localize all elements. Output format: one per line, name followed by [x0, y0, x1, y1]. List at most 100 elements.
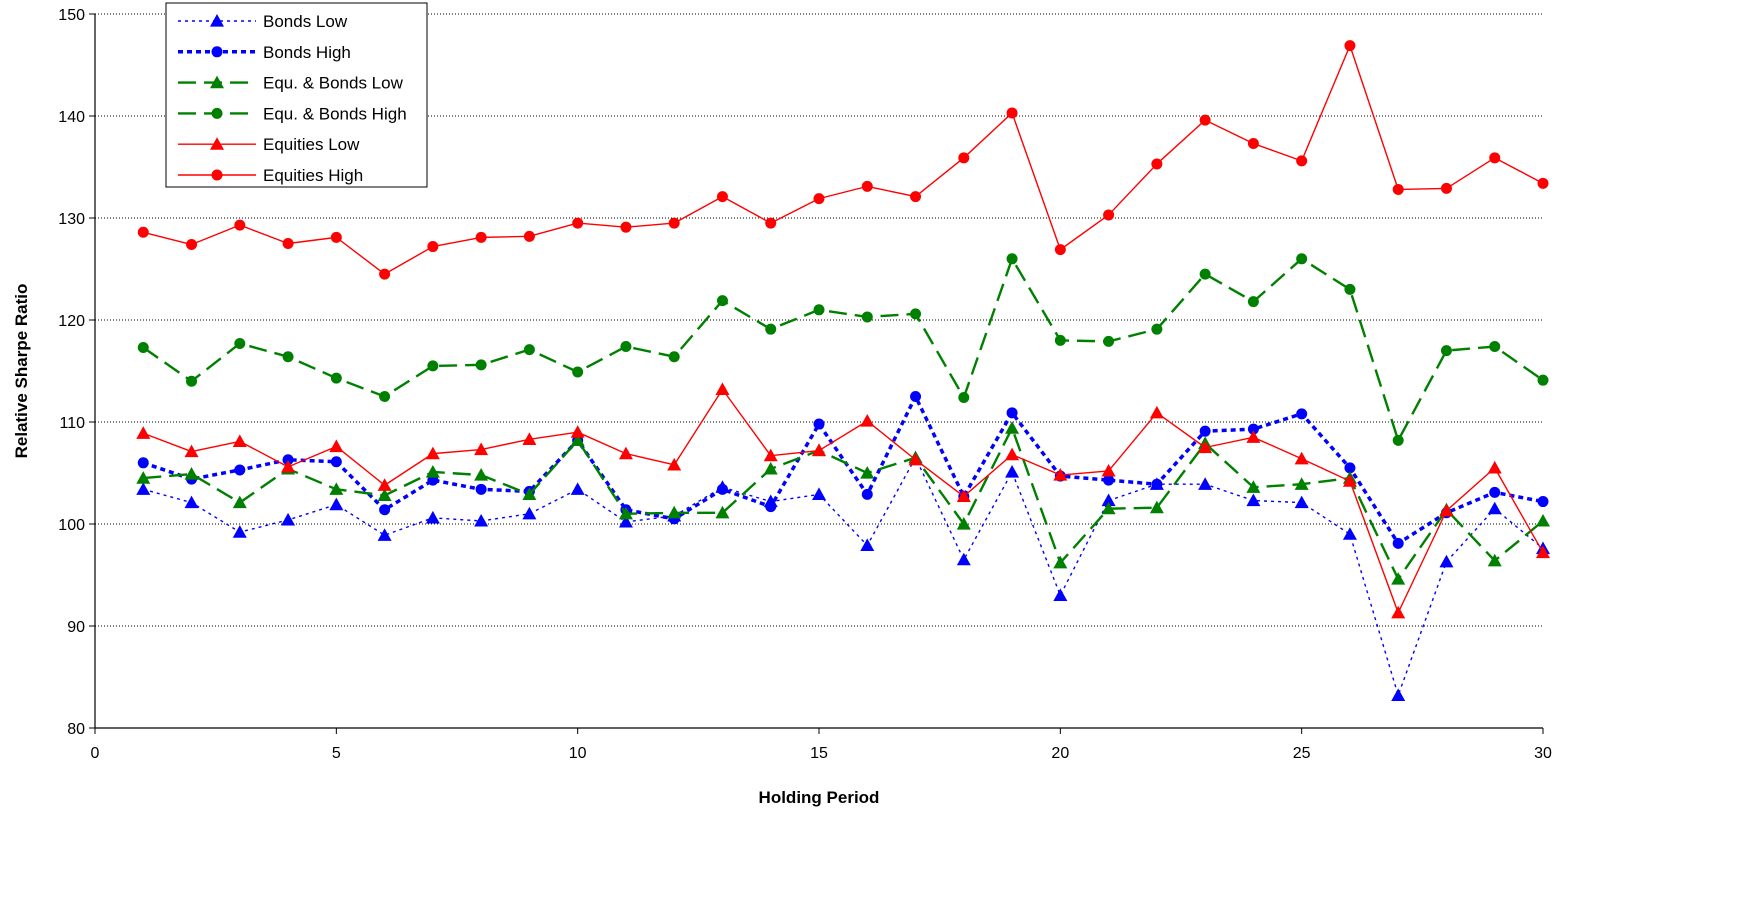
data-point [281, 512, 296, 526]
data-point [1246, 430, 1261, 443]
legend-label: Equities High [263, 166, 363, 185]
data-point [330, 456, 342, 468]
data-point [474, 442, 489, 456]
data-point [668, 217, 680, 229]
data-point [1294, 451, 1309, 465]
data-point [618, 514, 633, 528]
data-point [184, 495, 199, 509]
data-point [667, 457, 682, 471]
data-point [379, 391, 391, 402]
data-point [667, 505, 682, 519]
data-point [1487, 501, 1502, 515]
data-point [474, 513, 489, 527]
data-point [1536, 545, 1550, 559]
data-point [716, 483, 728, 495]
data-point [813, 193, 825, 205]
data-point [1005, 447, 1020, 461]
data-point [1342, 527, 1357, 540]
data-point [1489, 152, 1501, 164]
data-point [234, 337, 246, 349]
data-point [1149, 405, 1164, 419]
series-bonds-high [137, 391, 1549, 549]
data-point [668, 351, 680, 363]
data-point [860, 538, 875, 552]
data-point [765, 217, 777, 229]
data-point [1006, 107, 1018, 119]
data-point [522, 432, 537, 445]
data-point [136, 426, 151, 439]
data-point [1489, 486, 1501, 498]
data-point [136, 482, 151, 495]
data-point [186, 239, 198, 251]
data-point [956, 517, 971, 530]
data-point [910, 391, 922, 402]
series-bonds-low [136, 450, 1550, 701]
data-point [1151, 478, 1163, 490]
data-point [137, 342, 149, 354]
data-point [282, 351, 294, 363]
data-point [425, 464, 440, 478]
legend-label: Equities Low [263, 135, 360, 154]
data-point [1392, 434, 1404, 446]
gridlines [95, 13, 1543, 627]
data-point [330, 231, 342, 243]
data-point [1199, 425, 1211, 437]
data-point [1054, 244, 1066, 256]
data-point [1489, 341, 1501, 353]
data-point [618, 446, 633, 460]
data-point [1246, 493, 1261, 507]
y-tick-label: 90 [67, 619, 85, 636]
data-point [1537, 374, 1549, 386]
data-point [1053, 468, 1068, 481]
data-point [958, 152, 970, 164]
legend-marker [211, 107, 223, 119]
data-point [1342, 474, 1357, 487]
data-point [860, 466, 875, 479]
y-tick-label: 150 [58, 7, 85, 24]
legend-item: Equities Low [178, 135, 360, 154]
legend-item: Bonds High [178, 43, 351, 62]
data-point [1246, 480, 1261, 493]
data-point [1247, 423, 1259, 435]
data-point [136, 471, 151, 484]
series-equ-bonds-high [137, 253, 1549, 446]
data-point [1439, 554, 1454, 568]
legend-item: Equ. & Bonds Low [178, 74, 404, 93]
data-point [572, 217, 584, 229]
x-tick-label: 0 [91, 745, 100, 762]
data-point [329, 439, 344, 453]
data-point [1344, 40, 1356, 52]
legend-marker [211, 46, 223, 58]
x-tick-label: 5 [332, 745, 341, 762]
data-point [716, 191, 728, 203]
data-point [475, 359, 487, 371]
data-point [1101, 493, 1116, 507]
data-point [1537, 177, 1549, 189]
series-line [143, 388, 1544, 614]
data-point [1151, 158, 1163, 170]
data-point [1103, 474, 1115, 486]
data-point [427, 360, 439, 372]
legend-item: Equities High [178, 166, 363, 185]
data-point [282, 238, 294, 249]
data-point [763, 461, 778, 475]
series-group [136, 40, 1550, 701]
data-point [427, 241, 439, 253]
data-point [281, 459, 296, 473]
x-tick-label: 25 [1293, 745, 1311, 762]
data-point [522, 506, 537, 520]
y-axis-title: Relative Sharpe Ratio [12, 284, 31, 459]
data-point [570, 482, 585, 495]
data-point [330, 372, 342, 384]
data-point [861, 180, 873, 192]
data-point [232, 434, 247, 447]
y-tick-label: 140 [58, 109, 85, 126]
data-point [956, 552, 971, 566]
data-point [1054, 334, 1066, 346]
data-point [956, 489, 971, 503]
data-point [1005, 421, 1020, 434]
legend-box [165, 2, 428, 188]
data-point [1103, 335, 1115, 347]
